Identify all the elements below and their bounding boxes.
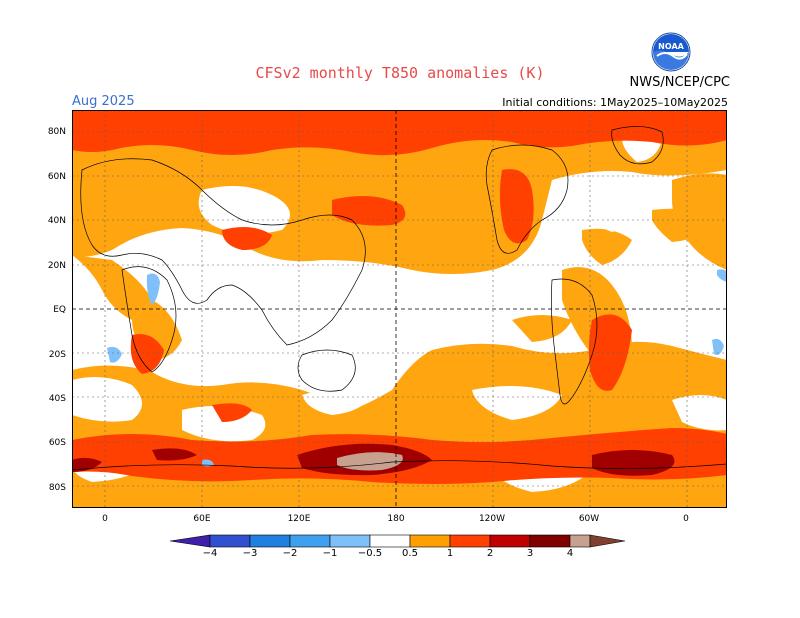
lat-label-20s: 20S <box>48 350 66 360</box>
neutral-regions <box>72 128 727 492</box>
lat-label-60s: 60S <box>48 438 66 448</box>
colorbar-label-2: 2 <box>486 548 494 559</box>
chart-title: CFSv2 monthly T850 anomalies (K) <box>255 64 545 82</box>
gridlines <box>72 110 727 508</box>
colorbar-label-neg4: −4 <box>202 548 218 559</box>
colorbar-label-1: 1 <box>446 548 454 559</box>
weak-negative-regions <box>107 269 727 467</box>
colorbar-label-05: 0.5 <box>402 548 418 559</box>
coastlines <box>72 126 727 471</box>
colorbar-label-neg1: −1 <box>322 548 338 559</box>
noaa-logo-icon: NOAA <box>651 32 691 72</box>
lon-label-120e: 120E <box>287 514 311 524</box>
reference-lines <box>72 110 727 508</box>
colorbar-label-neg3: −3 <box>242 548 258 559</box>
anomaly-map <box>72 110 727 508</box>
lat-label-40s: 40S <box>48 394 66 404</box>
agency-label: NWS/NCEP/CPC <box>629 75 730 90</box>
lon-label-0-right: 0 <box>683 514 689 524</box>
lon-label-60e: 60E <box>193 514 211 524</box>
colorbar-label-neg05: −0.5 <box>357 548 383 559</box>
lat-label-20n: 20N <box>47 261 66 271</box>
initial-conditions-label: Initial conditions: 1May2025–10May2025 <box>502 96 728 109</box>
lon-label-120w: 120W <box>478 514 506 524</box>
lat-label-40n: 40N <box>47 216 66 226</box>
colorbar-label-4: 4 <box>566 548 574 559</box>
valid-month-label: Aug 2025 <box>72 94 135 109</box>
lon-label-60w: 60W <box>578 514 600 524</box>
lat-label-eq: EQ <box>53 305 66 315</box>
lon-label-180: 180 <box>387 514 405 524</box>
colorbar <box>170 534 626 548</box>
lon-label-0-left: 0 <box>102 514 108 524</box>
svg-text:NOAA: NOAA <box>658 42 684 51</box>
colorbar-label-3: 3 <box>526 548 534 559</box>
lat-label-60n: 60N <box>47 172 66 182</box>
colorbar-label-neg2: −2 <box>282 548 298 559</box>
lat-label-80s: 80S <box>48 483 66 493</box>
lat-label-80n: 80N <box>47 127 66 137</box>
